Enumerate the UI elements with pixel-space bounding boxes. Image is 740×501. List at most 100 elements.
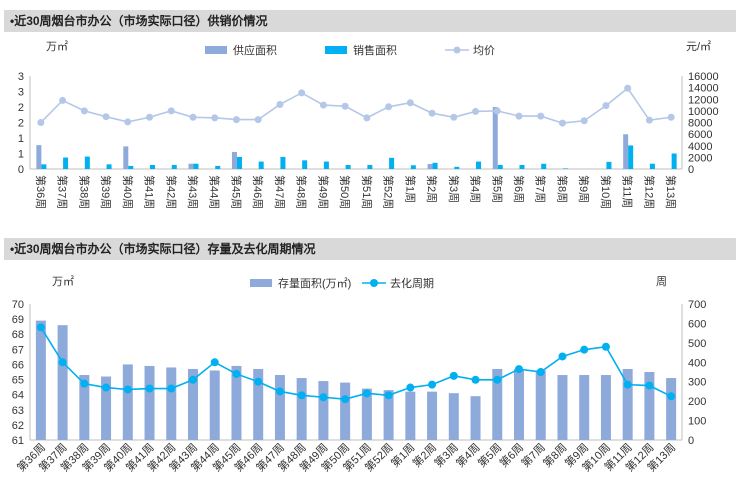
x-tick-label: 第4周 xyxy=(453,440,483,470)
x-tick-label: 第39周 xyxy=(99,175,113,209)
line-point xyxy=(428,109,436,117)
bar-b xyxy=(454,166,460,169)
line-point xyxy=(58,358,67,367)
x-tick-label: 第10周 xyxy=(599,175,613,209)
bar-b xyxy=(562,168,568,169)
line-point xyxy=(36,323,45,332)
line-point xyxy=(275,387,284,396)
bar-a xyxy=(644,372,655,440)
line-point xyxy=(623,380,632,389)
bar-a xyxy=(470,396,481,440)
bar-b xyxy=(302,160,308,169)
left-tick-label: 3 xyxy=(18,87,24,99)
bar-b xyxy=(606,161,612,169)
bar-a xyxy=(166,367,177,440)
line-point xyxy=(124,118,132,126)
legend-label: 供应面积 xyxy=(233,43,277,57)
x-tick-label: 第48周 xyxy=(295,175,309,209)
bar-a xyxy=(123,146,129,169)
line-point xyxy=(449,371,458,380)
x-tick-label: 第11周 xyxy=(621,175,635,208)
bar-b xyxy=(128,165,134,169)
line-point xyxy=(580,117,588,125)
line-point xyxy=(59,96,67,104)
x-tick-label: 第8周 xyxy=(540,440,570,470)
legend-label: 销售面积 xyxy=(353,43,397,57)
x-tick-label: 第4周 xyxy=(469,175,483,203)
line-point xyxy=(471,375,480,384)
line-point xyxy=(341,102,349,110)
bar-a xyxy=(383,390,394,440)
x-tick-label: 第51周 xyxy=(360,175,374,209)
right-tick-label: 2000 xyxy=(688,152,712,164)
bar-b xyxy=(215,165,221,169)
bar-a xyxy=(57,325,68,440)
bar-b xyxy=(323,161,329,169)
line-point xyxy=(189,113,197,121)
bar-a xyxy=(231,365,242,440)
x-tick-label: 第47周 xyxy=(273,175,287,209)
bar-b xyxy=(519,164,525,169)
inventory-cycle-chart: 6162636465666768697001002003004005006007… xyxy=(12,275,707,474)
bar-b xyxy=(193,163,199,169)
left-tick-label: 65 xyxy=(12,375,24,387)
x-tick-label: 第6周 xyxy=(512,175,526,203)
x-tick-label: 第45周 xyxy=(229,175,243,209)
legend-marker xyxy=(453,46,461,54)
right-tick-label: 6000 xyxy=(688,129,712,141)
x-tick-label: 第7周 xyxy=(534,175,548,203)
x-tick-label: 第49周 xyxy=(316,175,330,209)
left-tick-label: 2 xyxy=(18,102,24,114)
legend-label: 存量面积(万㎡) xyxy=(278,276,351,290)
bar-a xyxy=(427,391,438,440)
right-unit-label: 周 xyxy=(656,275,667,288)
x-tick-label: 第52周 xyxy=(382,175,396,209)
bar-b xyxy=(432,162,438,169)
x-tick-label: 第42周 xyxy=(164,175,178,209)
left-tick-label: 67 xyxy=(12,344,24,356)
line-point xyxy=(363,114,371,122)
bar-a xyxy=(623,134,629,169)
right-tick-label: 200 xyxy=(688,396,706,408)
chart1-title: •近30周烟台市办公（市场实际口径）供销价情况 xyxy=(4,10,736,32)
right-tick-label: 100 xyxy=(688,416,706,428)
left-tick-label: 66 xyxy=(12,359,24,371)
line-point xyxy=(211,114,219,122)
bar-a xyxy=(101,376,112,440)
right-unit-label: 元/㎡ xyxy=(686,40,711,53)
bar-a xyxy=(188,368,198,440)
bar-a xyxy=(405,391,416,440)
line-point xyxy=(298,89,306,97)
legend-swatch xyxy=(205,46,227,54)
line-point xyxy=(319,393,328,402)
left-tick-label: 3 xyxy=(18,71,24,83)
line-point xyxy=(254,377,263,386)
left-tick-label: 2 xyxy=(18,118,24,130)
bar-a xyxy=(622,368,633,440)
line-point xyxy=(537,112,545,120)
right-tick-label: 10000 xyxy=(688,106,719,118)
x-tick-label: 第2周 xyxy=(409,440,439,470)
line-point xyxy=(601,342,610,351)
left-tick-label: 69 xyxy=(12,314,24,326)
x-tick-label: 第3周 xyxy=(431,440,461,470)
left-unit-label: 万㎡ xyxy=(52,275,74,288)
bar-a xyxy=(492,107,498,169)
line-point xyxy=(102,113,110,121)
line-point xyxy=(189,375,197,384)
bar-a xyxy=(144,365,155,440)
x-tick-label: 第2周 xyxy=(425,175,439,203)
bar-a xyxy=(188,163,194,169)
bar-b xyxy=(497,164,503,169)
line-point xyxy=(472,107,480,115)
bar-b xyxy=(671,153,677,169)
left-tick-label: 1 xyxy=(18,133,24,145)
line-point xyxy=(362,389,371,398)
bar-a xyxy=(122,364,133,440)
legend-label: 去化周期 xyxy=(390,276,434,290)
bar-a xyxy=(209,370,220,440)
bar-a xyxy=(231,151,237,169)
right-tick-label: 8000 xyxy=(688,118,712,130)
bar-a xyxy=(361,388,372,440)
bar-a xyxy=(296,378,307,440)
